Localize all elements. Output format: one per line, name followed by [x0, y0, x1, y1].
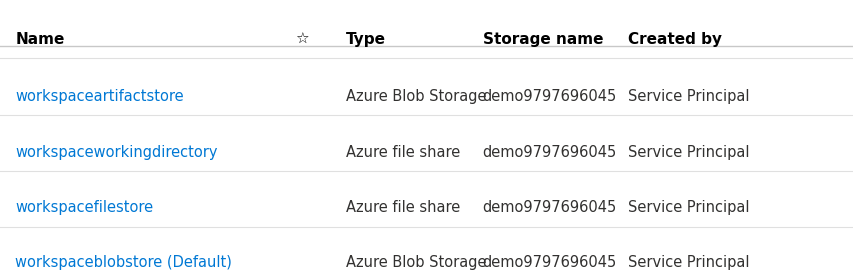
- Text: demo9797696045: demo9797696045: [482, 200, 616, 215]
- Text: Name: Name: [15, 32, 65, 47]
- Text: demo9797696045: demo9797696045: [482, 89, 616, 104]
- Text: demo9797696045: demo9797696045: [482, 145, 616, 160]
- Text: ☆: ☆: [294, 32, 308, 47]
- Text: Service Principal: Service Principal: [627, 89, 748, 104]
- Text: workspaceworkingdirectory: workspaceworkingdirectory: [15, 145, 218, 160]
- Text: Azure file share: Azure file share: [345, 200, 460, 215]
- Text: Azure Blob Storage: Azure Blob Storage: [345, 89, 486, 104]
- Text: Type: Type: [345, 32, 386, 47]
- Text: Service Principal: Service Principal: [627, 255, 748, 270]
- Text: workspaceartifactstore: workspaceartifactstore: [15, 89, 183, 104]
- Text: workspacefilestore: workspacefilestore: [15, 200, 154, 215]
- Text: Azure file share: Azure file share: [345, 145, 460, 160]
- Text: Azure Blob Storage: Azure Blob Storage: [345, 255, 486, 270]
- Text: workspaceblobstore (Default): workspaceblobstore (Default): [15, 255, 232, 270]
- Text: Storage name: Storage name: [482, 32, 602, 47]
- Text: demo9797696045: demo9797696045: [482, 255, 616, 270]
- Text: Service Principal: Service Principal: [627, 200, 748, 215]
- Text: Service Principal: Service Principal: [627, 145, 748, 160]
- Text: Created by: Created by: [627, 32, 721, 47]
